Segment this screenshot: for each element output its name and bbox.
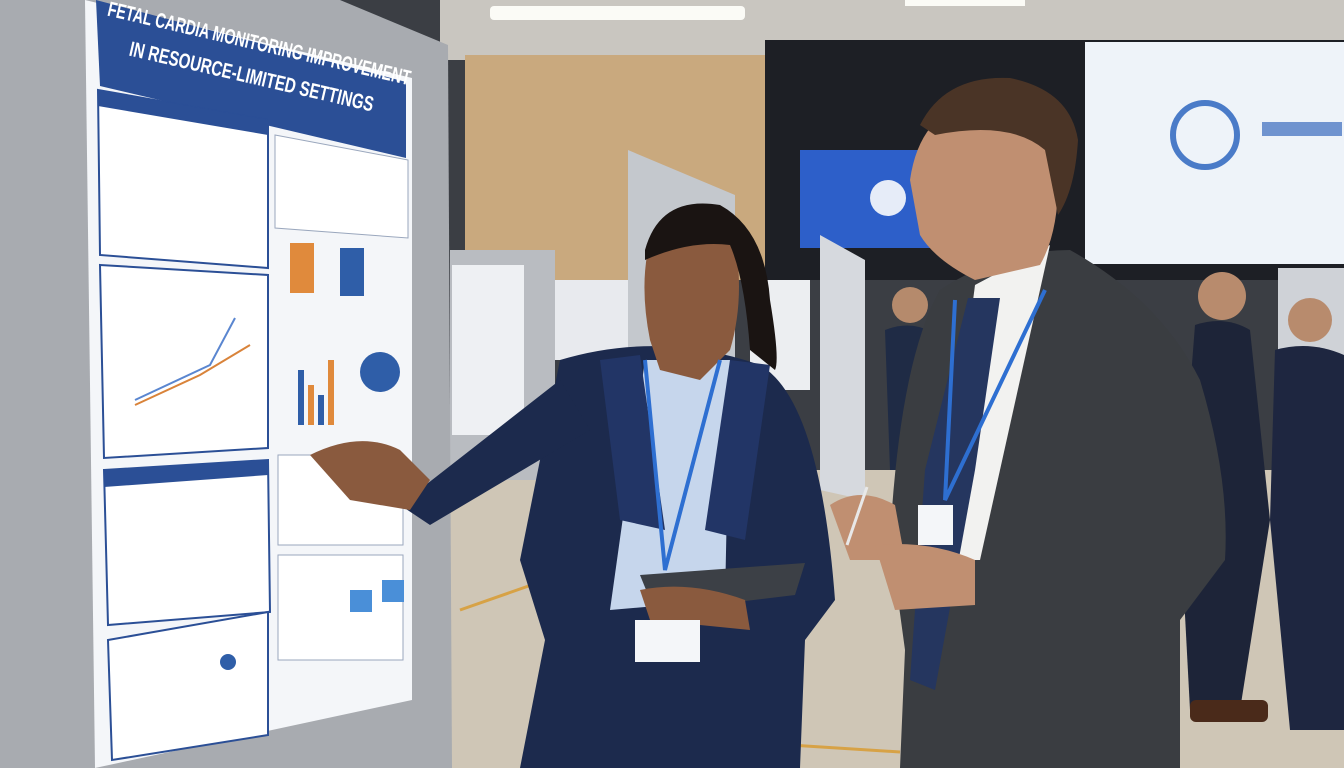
background-person	[1270, 298, 1344, 730]
listener-man	[830, 77, 1226, 768]
ceiling-light	[905, 0, 1025, 6]
poster-title-band	[96, 0, 406, 158]
poster-panels	[96, 88, 409, 762]
poster	[555, 280, 630, 360]
presenter-woman	[310, 203, 835, 768]
poster-board	[820, 235, 865, 500]
ceiling-light	[490, 6, 745, 20]
floor-tape	[789, 743, 901, 754]
screen-logo	[870, 180, 906, 216]
poster	[452, 265, 524, 435]
screen-text-block	[1262, 122, 1342, 136]
screen-logo	[1170, 100, 1240, 170]
blue-screen	[800, 150, 930, 248]
projection-screen	[1085, 42, 1344, 264]
